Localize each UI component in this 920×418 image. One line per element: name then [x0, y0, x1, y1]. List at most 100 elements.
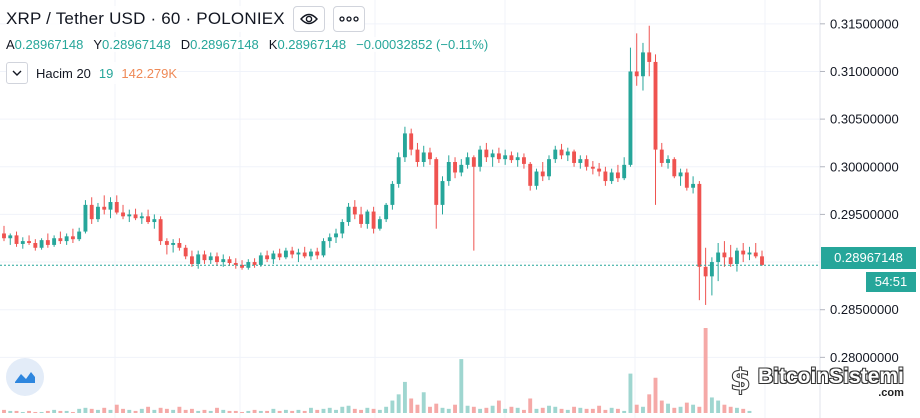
candle-body [102, 206, 107, 210]
candle-body [402, 133, 407, 158]
candle-body [152, 219, 157, 223]
candle-body [415, 149, 420, 162]
candle-body [321, 241, 326, 256]
candle-body [64, 236, 69, 242]
candle-body [509, 155, 514, 161]
candle-body [478, 149, 483, 167]
y-tick-label: 0.30500000 [830, 112, 899, 127]
candle-body [409, 133, 414, 150]
volume-bar [647, 394, 652, 413]
candle-body [641, 52, 645, 77]
volume-bar [716, 400, 721, 413]
volume-bar [258, 410, 263, 413]
candle-body [52, 238, 57, 245]
chevron-down-icon[interactable] [6, 62, 28, 84]
volume-bar [465, 405, 470, 413]
volume-bar [440, 407, 445, 413]
candle-body [315, 251, 320, 256]
volume-bar [578, 407, 583, 413]
candle-body [565, 151, 570, 156]
candle-body [133, 214, 138, 219]
volume-bar [52, 409, 57, 413]
candle-body [547, 159, 551, 177]
candle-body [146, 216, 151, 223]
candle-body [584, 159, 589, 167]
volume-bar [666, 403, 670, 413]
volume-bar [240, 411, 244, 413]
last-price-label: 0.28967148 [821, 247, 916, 269]
high-label: Y [93, 37, 103, 52]
chart-header: XRP / Tether USD · 60 · POLONIEX [6, 6, 365, 32]
candle-body [615, 172, 620, 179]
volume-bar [202, 409, 207, 413]
volume-bar [183, 409, 188, 413]
volume-bar [678, 406, 683, 413]
volume-bar [434, 403, 439, 413]
volume-bar [265, 410, 270, 413]
volume-bar [277, 410, 282, 413]
candle-body [265, 255, 270, 260]
svg-text:$: $ [730, 363, 751, 396]
volume-bar [20, 411, 25, 413]
volume-bar [615, 408, 620, 413]
candle-body [634, 71, 639, 77]
volume-bar [496, 400, 501, 413]
bitcoin-logo-icon: $ [728, 362, 754, 401]
candle-body [603, 171, 608, 182]
candle-body [83, 204, 88, 232]
candle-body [258, 255, 263, 265]
volume-bar [377, 409, 382, 413]
volume-bar [340, 406, 345, 413]
volume-bar [672, 407, 677, 413]
volume-bar [283, 409, 288, 413]
volume-bar [64, 410, 69, 413]
volume-bar [609, 407, 614, 413]
candle-body [359, 214, 364, 224]
candle-body [283, 250, 288, 258]
volume-bar [503, 408, 508, 413]
volume-bar [634, 404, 639, 413]
candle-body [14, 235, 19, 244]
more-dots-icon[interactable] [332, 6, 365, 32]
candle-body [666, 159, 670, 163]
candle-body [271, 253, 276, 260]
volume-bar [622, 410, 627, 413]
candle-body [240, 264, 244, 268]
volume-bar [590, 408, 595, 413]
candle-body [2, 233, 6, 239]
eye-icon[interactable] [292, 6, 325, 32]
low-value: 0.28967148 [190, 37, 259, 52]
candle-body [290, 250, 295, 255]
volume-bar [428, 406, 432, 413]
volume-bar [584, 408, 589, 413]
candle-body [89, 204, 94, 220]
high-value: 0.28967148 [102, 37, 171, 52]
chart-grid [0, 0, 820, 418]
volume-bar [402, 381, 407, 413]
volume-indicator-name[interactable]: Hacim 20 [36, 65, 91, 81]
y-tick-label: 0.28500000 [830, 302, 899, 317]
tradingview-logo-icon[interactable] [6, 358, 44, 396]
volume-bar [45, 410, 50, 413]
candle-body [540, 171, 545, 177]
candle-body [33, 243, 38, 248]
candle-body [522, 157, 526, 164]
volume-bar [628, 373, 633, 413]
close-label: K [268, 37, 278, 52]
volume-bar [415, 404, 420, 413]
candle-body [590, 166, 595, 169]
candle-body [296, 252, 301, 255]
candle-body [691, 183, 696, 188]
candle-body [346, 206, 351, 223]
candle-body [221, 259, 226, 263]
candle-body [728, 257, 733, 264]
candle-body [352, 206, 357, 215]
candle-body [534, 171, 539, 186]
symbol-title[interactable]: XRP / Tether USD · 60 · POLONIEX [6, 9, 285, 28]
volume-bar [522, 409, 526, 413]
candle-body [684, 172, 689, 188]
candle-body [396, 157, 401, 184]
candle-body [158, 219, 163, 242]
candle-body [27, 241, 31, 243]
